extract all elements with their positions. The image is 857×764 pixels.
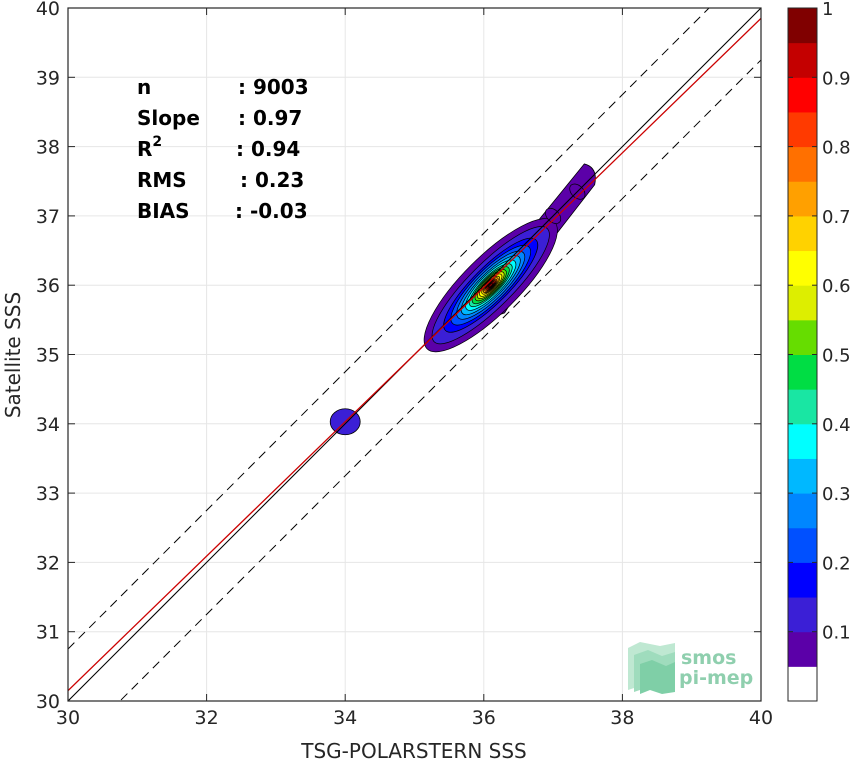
logo-line2: pi-mep <box>679 667 753 689</box>
colorbar-segment <box>788 285 817 321</box>
stat-value: : -0.03 <box>235 199 308 223</box>
colorbar-segment <box>788 666 817 702</box>
contour-level <box>488 283 493 288</box>
stat-label: n <box>137 75 151 99</box>
colorbar-segment <box>788 181 817 217</box>
y-axis-ticks: 30 31 32 33 34 35 36 37 38 39 40 <box>36 0 761 713</box>
colorbar-tick-label: 0.6 <box>822 276 851 297</box>
y-tick-label: 33 <box>36 483 60 505</box>
colorbar-segment <box>788 423 817 459</box>
y-tick-label: 31 <box>36 622 60 644</box>
stat-value: : 0.23 <box>240 168 304 192</box>
y-tick-label: 40 <box>36 0 60 20</box>
colorbar-segment <box>788 146 817 182</box>
x-tick-label: 40 <box>749 707 773 729</box>
colorbar-segment <box>788 319 817 355</box>
logo-line1: smos <box>681 647 736 669</box>
colorbar-segment <box>788 562 817 598</box>
colorbar-tick-label: 0.4 <box>822 415 851 436</box>
lower-bound-line <box>119 59 761 701</box>
y-tick-label: 30 <box>36 691 60 713</box>
y-tick-label: 38 <box>36 137 60 159</box>
colorbar-tick-label: 0.3 <box>822 484 851 505</box>
colorbar-segment <box>788 42 817 78</box>
colorbar-tick-label: 0.7 <box>822 207 851 228</box>
stat-value: : 0.97 <box>238 106 302 130</box>
colorbar-tick-label: 0.8 <box>822 138 851 159</box>
colorbar: 0.1 0.2 0.3 0.4 0.5 0.6 0.7 0.8 0.9 1 <box>787 0 851 702</box>
colorbar-tick-label: 0.2 <box>822 553 851 574</box>
colorbar-segment <box>788 389 817 425</box>
y-axis-label: Satellite SSS <box>1 292 25 418</box>
x-axis-ticks: 30 32 34 36 38 40 <box>56 8 773 729</box>
stat-label: BIAS <box>137 199 190 223</box>
smos-pi-mep-logo: smos pi-mep <box>628 642 753 694</box>
colorbar-segment <box>788 111 817 148</box>
x-tick-label: 36 <box>472 707 496 729</box>
y-tick-label: 32 <box>36 552 60 574</box>
colorbar-segment <box>788 597 817 633</box>
x-axis-label: TSG-POLARSTERN SSS <box>300 739 526 763</box>
colorbar-segment <box>788 8 817 44</box>
x-tick-label: 32 <box>195 707 219 729</box>
colorbar-tick-label: 0.5 <box>822 346 851 367</box>
y-tick-label: 34 <box>36 414 60 436</box>
x-tick-label: 38 <box>610 707 634 729</box>
y-tick-label: 36 <box>36 275 60 297</box>
logo-mark-icon <box>628 642 675 694</box>
x-tick-label: 30 <box>56 707 80 729</box>
colorbar-segment <box>788 631 817 667</box>
y-tick-label: 35 <box>36 345 60 367</box>
reference-lines <box>68 8 761 701</box>
upper-bound-line <box>68 8 710 650</box>
stat-label: RMS <box>137 168 187 192</box>
colorbar-segment <box>788 527 817 563</box>
y-tick-label: 37 <box>36 206 60 228</box>
colorbar-tick-label: 0.9 <box>822 68 851 89</box>
colorbar-tick-label: 1 <box>822 0 833 20</box>
x-tick-label: 34 <box>333 707 357 729</box>
y-tick-label: 39 <box>36 67 60 89</box>
colorbar-tick-label: 0.1 <box>822 623 851 644</box>
regression-line <box>68 17 761 692</box>
colorbar-segment <box>788 493 817 529</box>
stat-label: Slope <box>137 106 200 130</box>
colorbar-segment <box>788 215 817 252</box>
grid <box>67 7 762 702</box>
colorbar-segment <box>788 77 817 113</box>
stat-value: : 0.94 <box>236 137 300 161</box>
colorbar-segment <box>788 354 817 390</box>
colorbar-segment <box>788 458 817 494</box>
colorbar-segment <box>788 250 817 286</box>
stat-value: : 9003 <box>238 75 309 99</box>
